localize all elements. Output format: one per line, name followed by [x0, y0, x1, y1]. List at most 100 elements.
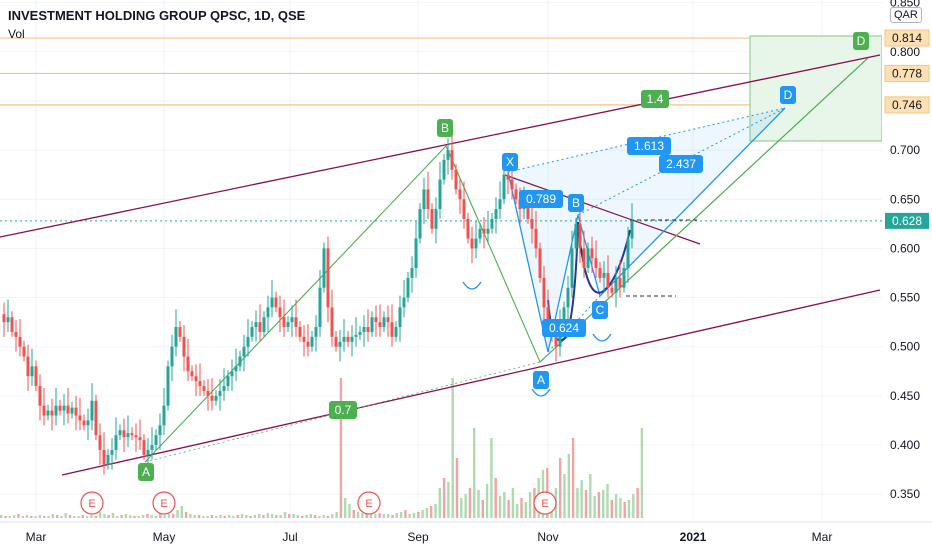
- candle-body: [606, 272, 610, 288]
- candle-body: [330, 307, 334, 337]
- candle-body: [574, 223, 578, 249]
- volume-bar: [172, 514, 175, 518]
- candle-body: [454, 169, 458, 190]
- candle-body: [74, 407, 78, 416]
- volume-bar: [356, 512, 360, 518]
- volume-bar: [64, 513, 67, 518]
- candle-body: [554, 336, 558, 347]
- candle-body: [446, 150, 450, 160]
- candle-body: [346, 336, 350, 342]
- candle-body: [282, 317, 286, 328]
- volume-bar: [395, 513, 398, 518]
- volume-bar: [189, 514, 192, 518]
- volume-bar: [619, 498, 622, 518]
- label-blue-d: D: [784, 88, 793, 102]
- volume-bar: [146, 514, 149, 518]
- candle-body: [402, 297, 406, 308]
- volume-bar: [335, 512, 338, 518]
- candle-body: [578, 223, 582, 249]
- resistance-line: [504, 174, 701, 245]
- volume-bar: [275, 515, 278, 518]
- candle-body: [42, 405, 46, 416]
- candle-body: [462, 199, 466, 219]
- price-tick-6: 0.650: [890, 192, 920, 206]
- candle-body: [490, 218, 494, 229]
- volume-bar: [399, 512, 403, 518]
- candle-body: [186, 356, 190, 372]
- volume-bar: [141, 515, 145, 518]
- volume-bar: [240, 514, 244, 518]
- candle-body: [14, 331, 18, 337]
- candle-body: [18, 336, 22, 347]
- time-axis[interactable]: Mar May Jul Sep Nov 2021 Mar: [0, 521, 932, 544]
- label-green-d-bg: [853, 32, 869, 50]
- candle-body: [302, 336, 306, 342]
- volume-bar: [137, 516, 140, 518]
- candle-body: [10, 317, 14, 332]
- volume-bar: [421, 510, 424, 518]
- candle-body: [162, 405, 166, 426]
- label-blue-a-bg: [533, 371, 549, 389]
- candle-body: [386, 317, 390, 323]
- volume-bar: [124, 514, 128, 518]
- candle-body: [466, 218, 470, 239]
- candle-body: [418, 209, 422, 239]
- volume-bar: [116, 516, 119, 518]
- price-tick-10: 0.850: [890, 0, 920, 10]
- volume-bar: [365, 514, 368, 518]
- pivot-arc-2: [592, 333, 612, 342]
- candle-body: [70, 407, 74, 414]
- currency-badge[interactable]: QAR: [890, 7, 922, 23]
- volume-bar: [455, 458, 459, 518]
- label-ratio-0-7-bg: [329, 401, 357, 419]
- time-tick-0: Mar: [26, 530, 47, 544]
- candle-body: [318, 287, 322, 328]
- label-ratio-1-4-bg: [641, 90, 669, 108]
- price-tick-9: 0.800: [890, 45, 920, 59]
- candle-body: [278, 307, 282, 318]
- volume-bar: [589, 474, 592, 518]
- time-tick-5: 2021: [680, 530, 707, 544]
- volume-bar: [516, 504, 519, 518]
- volume-bar: [610, 500, 613, 518]
- volume-bar: [576, 488, 579, 518]
- price-tick-1: 0.400: [890, 438, 920, 452]
- candle-body: [46, 410, 50, 416]
- candle-body: [398, 307, 402, 328]
- level-badge-bg-0: [884, 29, 930, 47]
- volume-bar: [47, 516, 50, 518]
- time-tick-2: Jul: [282, 530, 297, 544]
- volume-bar: [447, 482, 450, 518]
- time-tick-4: Nov: [537, 530, 558, 544]
- candle-body: [306, 341, 310, 347]
- price-tick-5: 0.600: [890, 241, 920, 255]
- candle-body: [274, 297, 278, 308]
- price-axis[interactable]: 0.350 0.400 0.450 0.500 0.550 0.600 0.650 0.700…: [882, 0, 932, 550]
- candle-body: [450, 150, 454, 170]
- volume-bar: [159, 513, 162, 518]
- candle-body: [482, 228, 486, 234]
- volume-bar: [602, 490, 605, 518]
- candle-body: [370, 317, 374, 332]
- candle-body: [378, 322, 382, 328]
- event-marker-2: [357, 491, 381, 515]
- candle-body: [394, 327, 398, 337]
- candle-body: [526, 204, 530, 219]
- volume-bar: [507, 500, 510, 518]
- candle-body: [142, 440, 146, 455]
- level-badge-bg-1: [884, 64, 930, 82]
- candle-body: [138, 437, 142, 441]
- volume-bar: [563, 474, 566, 518]
- volume-bar: [464, 494, 467, 518]
- volume-bar: [425, 508, 429, 518]
- grid: [0, 0, 882, 520]
- candle-body: [270, 297, 274, 308]
- candle-body: [26, 356, 30, 377]
- label-green-d: D: [857, 34, 866, 48]
- candle-body: [50, 410, 54, 416]
- volume-bar: [103, 514, 106, 518]
- candle-body: [350, 336, 354, 342]
- candle-body: [598, 268, 602, 278]
